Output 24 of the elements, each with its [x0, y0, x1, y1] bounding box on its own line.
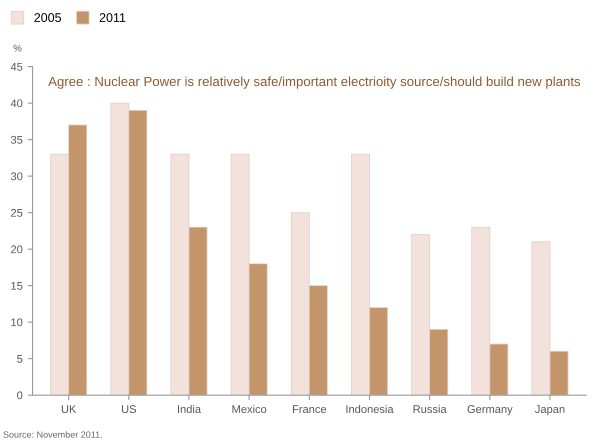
y-tick-label: 25	[11, 208, 22, 217]
x-tick-label: India	[178, 404, 202, 414]
x-tick-label: France	[292, 405, 326, 414]
x-tick-label: UK	[62, 405, 76, 414]
y-tick-label: 15	[11, 282, 22, 290]
y-tick-label: 45	[10, 62, 22, 71]
y-tick-label: 40	[10, 99, 22, 108]
x-tick-label: US	[122, 405, 136, 414]
y-tick-label: 10	[11, 318, 22, 326]
x-tick-label: Germany	[468, 405, 513, 416]
text: Agree : Nuclear Power is relatively safe/important electrioity source/should build new plants	[48, 76, 580, 89]
legend-label: 2005	[34, 13, 62, 22]
source-note: Source: November 2011.	[3, 431, 102, 438]
y-tick-label: 35	[10, 136, 22, 144]
y-tick-label: 5	[17, 355, 22, 363]
y-axis-title: %	[14, 44, 22, 52]
y-tick-label: 0	[17, 391, 22, 400]
legend-label: 2011	[100, 13, 126, 22]
y-tick-label: 20	[11, 245, 22, 254]
x-tick-label: Mexico	[232, 404, 266, 414]
x-tick-label: Russia	[414, 404, 447, 414]
y-tick-label: 30	[10, 172, 22, 180]
x-tick-label: Japan	[535, 405, 564, 416]
x-tick-label: Indonesia	[346, 404, 394, 414]
